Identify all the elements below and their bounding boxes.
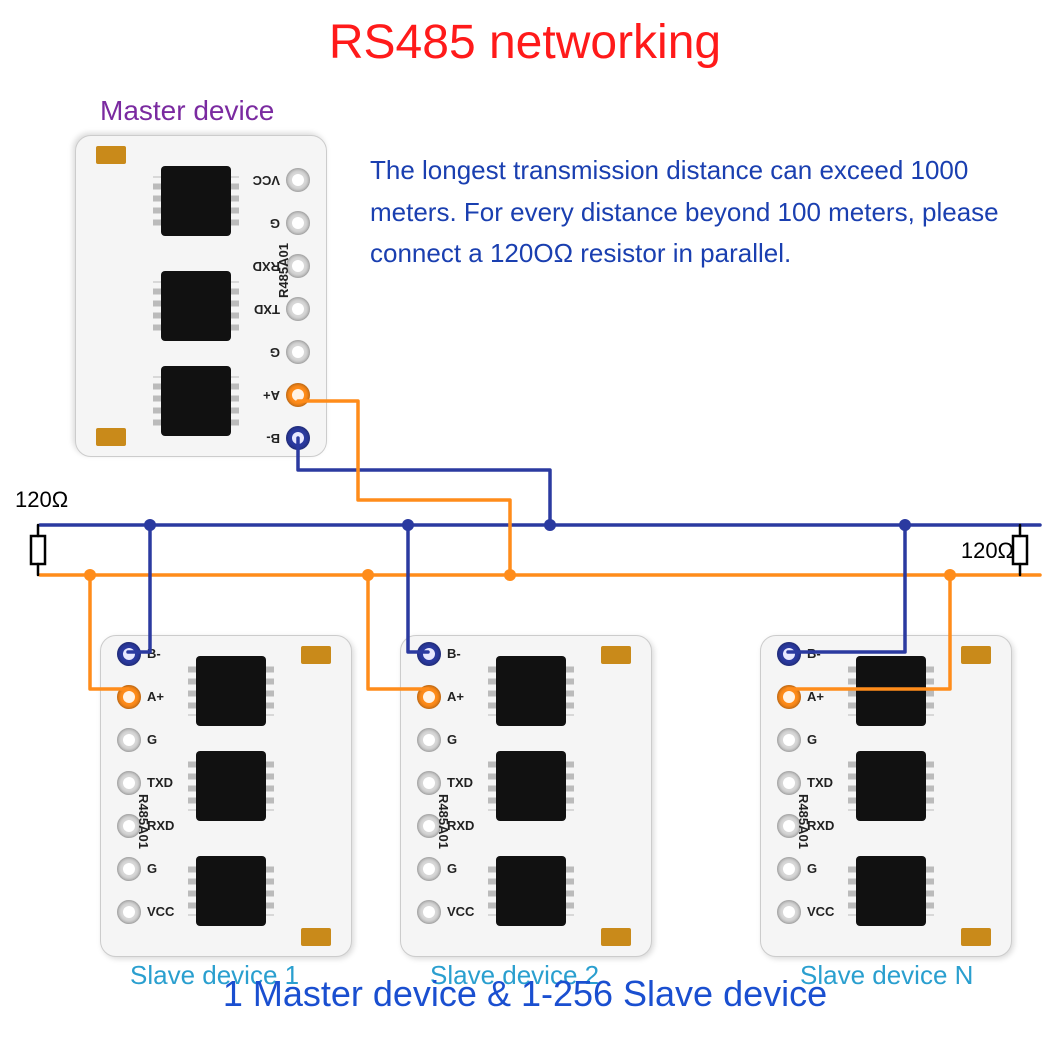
- slave-module: B- A+ G TXD RXD G VCC R485A01: [760, 635, 1012, 957]
- module-silkscreen: R485A01: [276, 243, 291, 298]
- pin-label-vcc: VCC: [253, 173, 280, 188]
- pin-pad-a: [117, 685, 141, 709]
- pin-label-txd: TXD: [447, 775, 473, 790]
- master-device-label: Master device: [100, 95, 274, 127]
- module-silkscreen: R485A01: [436, 794, 451, 849]
- ic-chip: [496, 856, 566, 926]
- pin-pad-a: [286, 383, 310, 407]
- pin-label-g: G: [447, 861, 457, 876]
- pin-pad-vcc: [286, 168, 310, 192]
- pin-pad-txd: [117, 771, 141, 795]
- pin-pad-txd: [777, 771, 801, 795]
- pin-label-txd: TXD: [807, 775, 833, 790]
- pin-label-b: B-: [147, 646, 161, 661]
- pin-pad-g: [777, 728, 801, 752]
- ic-chip: [856, 656, 926, 726]
- smd-component: [301, 928, 331, 946]
- pin-pad-vcc: [777, 900, 801, 924]
- pin-label-vcc: VCC: [447, 904, 474, 919]
- pin-label-a: A+: [807, 689, 824, 704]
- pin-label-b: B-: [266, 431, 280, 446]
- pin-pad-g: [777, 857, 801, 881]
- ic-chip: [196, 751, 266, 821]
- pin-label-vcc: VCC: [147, 904, 174, 919]
- description-text: The longest transmission distance can ex…: [370, 150, 1020, 275]
- ic-chip: [856, 751, 926, 821]
- main-title: RS485 networking: [0, 15, 1050, 70]
- pin-label-g: G: [147, 732, 157, 747]
- pin-label-g: G: [807, 732, 817, 747]
- ic-chip: [196, 856, 266, 926]
- termination-resistor: [1013, 536, 1027, 564]
- ic-chip: [496, 656, 566, 726]
- ic-chip: [161, 366, 231, 436]
- ic-chip: [196, 656, 266, 726]
- slave-module: B- A+ G TXD RXD G VCC R485A01: [400, 635, 652, 957]
- smd-component: [96, 428, 126, 446]
- pin-label-g: G: [270, 345, 280, 360]
- pin-label-a: A+: [147, 689, 164, 704]
- pin-label-a: A+: [447, 689, 464, 704]
- smd-component: [601, 646, 631, 664]
- pin-label-a: A+: [263, 388, 280, 403]
- smd-component: [961, 928, 991, 946]
- smd-component: [961, 646, 991, 664]
- pin-label-txd: TXD: [147, 775, 173, 790]
- pin-pad-a: [417, 685, 441, 709]
- pin-pad-b: [286, 426, 310, 450]
- ic-chip: [856, 856, 926, 926]
- pin-label-txd: TXD: [254, 302, 280, 317]
- pin-pad-b: [417, 642, 441, 666]
- pin-pad-txd: [417, 771, 441, 795]
- pin-pad-g: [117, 857, 141, 881]
- pin-pad-a: [777, 685, 801, 709]
- footer-text: 1 Master device & 1-256 Slave device: [0, 973, 1050, 1015]
- pin-label-g: G: [147, 861, 157, 876]
- pin-pad-vcc: [117, 900, 141, 924]
- termination-resistor: [31, 536, 45, 564]
- pin-pad-vcc: [417, 900, 441, 924]
- pin-label-rxd: RXD: [447, 818, 474, 833]
- pin-label-b: B-: [447, 646, 461, 661]
- module-silkscreen: R485A01: [136, 794, 151, 849]
- ic-chip: [161, 166, 231, 236]
- master-module: B-A+GTXDRXDGVCCR485A01: [75, 135, 327, 457]
- pin-label-vcc: VCC: [807, 904, 834, 919]
- smd-component: [96, 146, 126, 164]
- resistor-left-label: 120Ω: [15, 487, 68, 513]
- smd-component: [601, 928, 631, 946]
- pin-label-b: B-: [807, 646, 821, 661]
- pin-pad-txd: [286, 297, 310, 321]
- pin-pad-g: [417, 728, 441, 752]
- pin-label-rxd: RXD: [147, 818, 174, 833]
- ic-chip: [496, 751, 566, 821]
- pin-label-g: G: [270, 216, 280, 231]
- pin-pad-g: [286, 211, 310, 235]
- pin-label-g: G: [807, 861, 817, 876]
- pin-pad-b: [117, 642, 141, 666]
- ic-chip: [161, 271, 231, 341]
- smd-component: [301, 646, 331, 664]
- pin-pad-g: [417, 857, 441, 881]
- pin-pad-g: [117, 728, 141, 752]
- pin-pad-g: [286, 340, 310, 364]
- pin-label-rxd: RXD: [807, 818, 834, 833]
- resistor-right-label: 120Ω: [961, 538, 1014, 564]
- slave-module: B- A+ G TXD RXD G VCC R485A01: [100, 635, 352, 957]
- pin-pad-b: [777, 642, 801, 666]
- pin-label-g: G: [447, 732, 457, 747]
- module-silkscreen: R485A01: [796, 794, 811, 849]
